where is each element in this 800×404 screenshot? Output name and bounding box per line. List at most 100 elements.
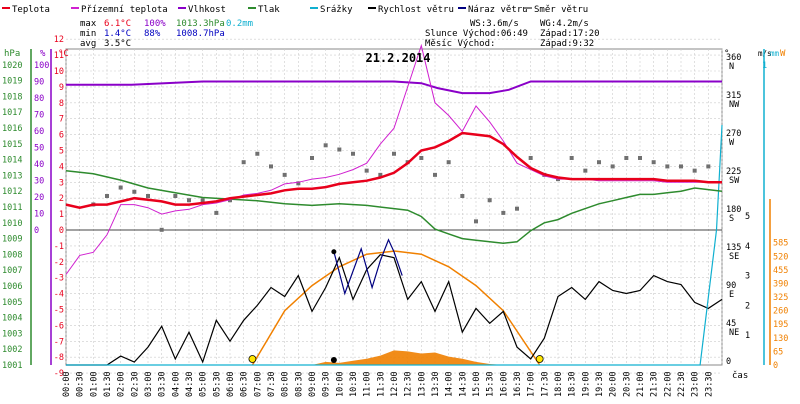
direction-tick: 90	[726, 281, 736, 291]
direction-tick: 315	[726, 91, 741, 101]
pressure-tick: 1012	[2, 187, 22, 197]
direction-name: E	[729, 290, 734, 300]
stat-min-press: 1008.7hPa	[176, 29, 225, 39]
radiation-axis-label: W	[780, 49, 786, 59]
direction-tick: 0	[726, 357, 731, 367]
wind-direction-point	[446, 160, 451, 165]
temperature-tick: 1	[59, 210, 64, 220]
wind-direction-point	[173, 194, 178, 198]
x-tick-label: 05:30	[212, 371, 222, 397]
humidity-tick: 80	[34, 94, 44, 104]
pressure-tick: 1005	[2, 298, 22, 308]
x-tick-label: 12:00	[390, 371, 400, 397]
x-tick-label: 14:30	[458, 371, 468, 397]
wind-direction-point	[364, 168, 369, 173]
stat-min-temp: 1.4°C	[104, 29, 131, 39]
wind-direction-point	[118, 185, 123, 190]
x-tick-label: 18:00	[554, 371, 564, 397]
direction-tick: 360	[726, 53, 741, 63]
rain-axis-label: mm	[770, 49, 780, 58]
wind-tick: 1	[745, 331, 750, 341]
temperature-tick: 11	[54, 51, 64, 61]
temperature-tick: -8	[54, 353, 64, 363]
direction-tick: 180	[726, 205, 741, 215]
wind-direction-point	[159, 227, 164, 232]
x-tick-label: 16:30	[513, 371, 523, 397]
x-tick-label: 09:00	[308, 371, 318, 397]
x-tick-label: 16:00	[499, 371, 509, 397]
x-tick-label: 12:30	[404, 371, 414, 397]
wind-direction-point	[624, 155, 629, 160]
temperature-tick: 7	[59, 115, 64, 125]
radiation-tick: 390	[773, 279, 788, 289]
x-tick-label: 13:30	[431, 371, 441, 397]
sunset-marker	[535, 355, 544, 363]
x-tick-label: 20:30	[622, 371, 632, 397]
temperature-tick: -6	[54, 321, 64, 331]
x-tick-label: 04:00	[171, 371, 181, 397]
ground-temp-line	[65, 43, 722, 275]
wind-max-marker	[331, 249, 337, 255]
x-tick-label: 21:30	[650, 371, 660, 397]
legend-label: Teplota	[12, 5, 50, 15]
humidity-tick: 20	[34, 193, 44, 203]
wind-direction-point	[187, 198, 191, 203]
pressure-tick: 1020	[2, 61, 22, 71]
wind-tick: 2	[745, 301, 750, 311]
wind-tick: 4	[745, 242, 750, 252]
temperature-tick: 2	[59, 194, 64, 204]
x-tick-label: 06:00	[226, 371, 236, 397]
wind-direction-point	[337, 147, 342, 152]
x-tick-label: 01:30	[103, 371, 113, 397]
legend-label: Náraz větru	[468, 5, 528, 15]
radiation-tick: 195	[773, 320, 788, 330]
x-tick-label: 10:00	[335, 371, 345, 397]
wind-direction-point	[583, 168, 588, 173]
direction-tick: 135	[726, 243, 741, 253]
stat-min-label: min	[80, 29, 96, 39]
x-tick-label: 03:00	[144, 371, 154, 397]
radiation-tick: 455	[773, 266, 788, 276]
humidity-tick: 100	[34, 61, 49, 71]
humidity-tick: 40	[34, 160, 44, 170]
x-tick-label: 23:30	[704, 371, 714, 397]
wind-direction-point	[105, 194, 109, 198]
stat-max-temp: 6.1°C	[104, 19, 131, 29]
pressure-tick: 1003	[2, 329, 22, 339]
radiation-tick: 130	[773, 334, 788, 344]
wind-direction-point	[378, 172, 383, 177]
direction-tick: 225	[726, 167, 741, 177]
moonrise-text: Měsíc Východ:	[425, 39, 495, 49]
pressure-tick: 1001	[2, 361, 22, 371]
temperature-axis-label: °C	[58, 49, 69, 59]
humidity-tick: 10	[34, 210, 44, 220]
radiation-tick: 65	[773, 347, 783, 357]
x-tick-label: 19:00	[581, 371, 591, 397]
wind-direction-point	[132, 189, 137, 194]
x-tick-label: 15:30	[486, 371, 496, 397]
x-tick-label: 08:00	[281, 371, 291, 397]
stat-min-hum: 88%	[144, 29, 161, 39]
legend-label: Tlak	[258, 5, 280, 15]
humidity-tick: 70	[34, 111, 44, 121]
wind-direction-point	[351, 151, 355, 156]
x-tick-label: 11:00	[363, 371, 373, 397]
x-tick-label: 22:00	[663, 371, 673, 397]
pressure-tick: 1016	[2, 124, 22, 134]
direction-name: SE	[729, 252, 739, 262]
stat-avg-temp: 3.5°C	[104, 39, 131, 49]
sunrise-marker	[248, 355, 257, 363]
pressure-axis-label: hPa	[4, 49, 20, 59]
wind-direction-point	[487, 198, 492, 203]
x-tick-label: 03:30	[158, 371, 168, 397]
x-tick-label: 01:00	[89, 371, 99, 397]
x-tick-label: 17:30	[540, 371, 550, 397]
x-tick-label: 07:30	[267, 371, 277, 397]
radiation-tick: 520	[773, 252, 788, 262]
wind-axis-label: m/s	[758, 49, 772, 58]
wind-direction-point	[255, 151, 260, 156]
x-tick-label: 05:00	[199, 371, 209, 397]
stat-max-rain: 0.2mm	[226, 19, 253, 29]
x-tick-label: 02:30	[130, 371, 140, 397]
